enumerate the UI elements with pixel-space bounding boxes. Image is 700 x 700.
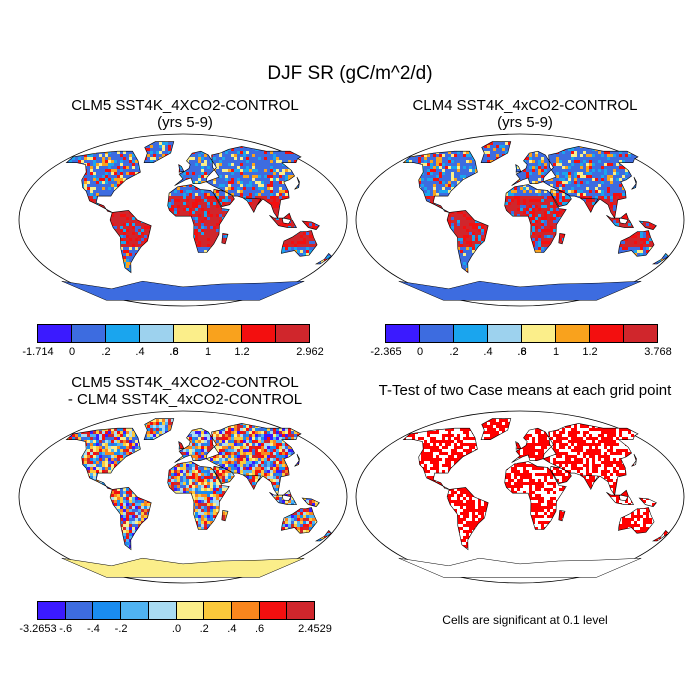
colorbar-tick-label: -2.365 xyxy=(370,346,401,358)
colorbar-swatch xyxy=(555,324,590,343)
map-boundary xyxy=(18,133,348,307)
colorbar-swatch xyxy=(64,601,94,620)
antarctica-region xyxy=(398,557,642,578)
panel4-title: T-Test of two Case means at each grid po… xyxy=(358,382,692,399)
antarctica-region xyxy=(61,280,305,301)
colorbar-tick-label: -.2 xyxy=(115,623,128,635)
panel1-title-line1: CLM5 SST4K_4XCO2-CONTROL xyxy=(20,97,350,114)
colorbar-swatch xyxy=(92,601,122,620)
colorbar-tick-label: 1.2 xyxy=(582,346,597,358)
map-panel-ttest xyxy=(355,410,685,584)
colorbar-tick-label: .8 xyxy=(517,346,526,358)
panel1-title: CLM5 SST4K_4XCO2-CONTROL (yrs 5-9) xyxy=(20,97,350,131)
figure-title: DJF SR (gC/m^2/d) xyxy=(0,63,700,85)
colorbar-clm4 xyxy=(385,324,658,343)
panel2-title-line1: CLM4 SST4K_4xCO2-CONTROL xyxy=(360,97,690,114)
colorbar-tick-label: .0 xyxy=(172,623,181,635)
colorbar-swatch xyxy=(147,601,177,620)
map-boundary xyxy=(355,133,685,307)
colorbar-tick-label: 3.768 xyxy=(644,346,672,358)
colorbar-swatch xyxy=(139,324,174,343)
panel1-title-line2: (yrs 5-9) xyxy=(20,114,350,131)
antarctica-region xyxy=(61,557,305,578)
colorbar-swatch xyxy=(105,324,140,343)
panel3-title-line2: - CLM4 SST4K_4xCO2-CONTROL xyxy=(20,391,350,408)
map-panel-clm5 xyxy=(18,133,348,307)
colorbar-swatch xyxy=(173,324,208,343)
colorbar-tick-label: 1.2 xyxy=(234,346,249,358)
colorbar-swatch xyxy=(419,324,454,343)
colorbar-tick-label: .4 xyxy=(483,346,492,358)
panel3-title-line1: CLM5 SST4K_4XCO2-CONTROL xyxy=(20,374,350,391)
panel3-title: CLM5 SST4K_4XCO2-CONTROL - CLM4 SST4K_4x… xyxy=(20,374,350,408)
colorbar-swatch xyxy=(37,601,66,620)
colorbar-swatch xyxy=(71,324,106,343)
colorbar-swatch xyxy=(241,324,276,343)
colorbar-swatch xyxy=(37,324,72,343)
colorbar-swatch xyxy=(385,324,420,343)
colorbar-swatch xyxy=(453,324,488,343)
colorbar-tick-label: .4 xyxy=(227,623,236,635)
colorbar-difference-labels: -3.2653 -.6 -.4 -.2 .0 .2 .4 .6 2.4529 xyxy=(19,623,331,637)
colorbar-tick-label: .6 xyxy=(517,346,526,358)
colorbar-swatch xyxy=(487,324,522,343)
colorbar-swatch xyxy=(230,601,260,620)
colorbar-swatch xyxy=(589,324,624,343)
colorbar-clm4-labels: -2.365 0 .2 .4 .6.8 1 1.2 3.768 xyxy=(370,346,671,360)
map-boundary xyxy=(355,410,685,584)
coastlines xyxy=(402,418,670,551)
map-panel-difference xyxy=(18,410,348,584)
colorbar-tick-label: .8 xyxy=(169,346,178,358)
colorbar-tick-label: -.6 xyxy=(59,623,72,635)
colorbar-tick-label: 2.962 xyxy=(296,346,324,358)
panel4-title-line1: T-Test of two Case means at each grid po… xyxy=(358,382,692,399)
colorbar-tick-label: 1 xyxy=(205,346,211,358)
colorbar-tick-label: .6 xyxy=(255,623,264,635)
colorbar-tick-label: -.4 xyxy=(87,623,100,635)
colorbar-swatch xyxy=(521,324,556,343)
colorbar-clm5-labels: -1.714 0 .2 .4 .6.8 1 1.2 2.962 xyxy=(22,346,323,360)
colorbar-swatch xyxy=(207,324,242,343)
colorbar-swatch xyxy=(258,601,288,620)
significance-note: Cells are significant at 0.1 level xyxy=(360,613,690,627)
colorbar-swatch xyxy=(275,324,310,343)
map-panel-clm4 xyxy=(355,133,685,307)
panel2-title-line2: (yrs 5-9) xyxy=(360,114,690,131)
colorbar-tick-label: 2.4529 xyxy=(298,623,332,635)
colorbar-tick-label: .6 xyxy=(169,346,178,358)
colorbar-swatch xyxy=(175,601,205,620)
colorbar-tick-label: 0 xyxy=(69,346,75,358)
colorbar-swatch xyxy=(623,324,658,343)
colorbar-tick-label: .2 xyxy=(200,623,209,635)
colorbar-tick-label: .2 xyxy=(449,346,458,358)
colorbar-difference xyxy=(37,601,316,620)
antarctica-region xyxy=(398,280,642,301)
coastlines xyxy=(402,141,670,274)
colorbar-swatch xyxy=(120,601,149,620)
coastlines xyxy=(65,418,333,551)
colorbar-swatch xyxy=(203,601,232,620)
map-boundary xyxy=(18,410,348,584)
colorbar-tick-label: -1.714 xyxy=(22,346,53,358)
colorbar-swatch xyxy=(286,601,316,620)
colorbar-clm5 xyxy=(37,324,310,343)
colorbar-tick-label: .2 xyxy=(101,346,110,358)
panel2-title: CLM4 SST4K_4xCO2-CONTROL (yrs 5-9) xyxy=(360,97,690,131)
colorbar-tick-label: 0 xyxy=(417,346,423,358)
coastlines xyxy=(65,141,333,274)
colorbar-tick-label: .4 xyxy=(135,346,144,358)
colorbar-tick-label: -3.2653 xyxy=(19,623,56,635)
colorbar-tick-label: 1 xyxy=(553,346,559,358)
